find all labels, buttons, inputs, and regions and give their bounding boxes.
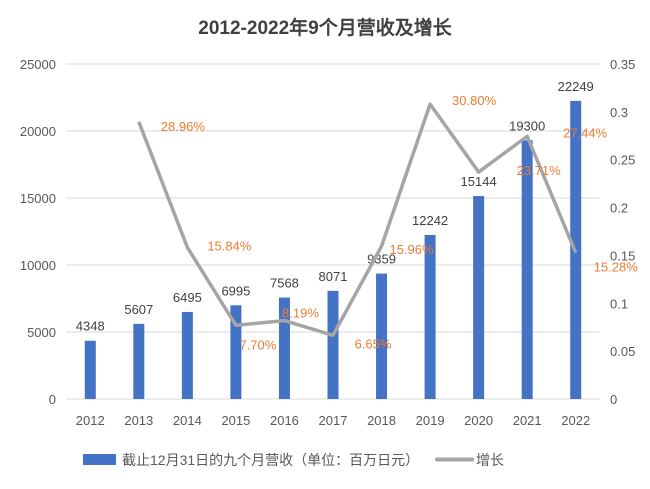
growth-label: 27.44% [563, 125, 608, 140]
right-tick-label: 0.1 [610, 296, 628, 311]
right-tick-label: 0 [610, 392, 617, 407]
x-tick-label: 2017 [319, 413, 348, 428]
right-tick-label: 0.25 [610, 153, 635, 168]
right-tick-label: 0.3 [610, 105, 628, 120]
growth-label: 8.19% [282, 306, 319, 321]
bar-value-label: 22249 [558, 79, 594, 94]
bar-value-label: 19300 [509, 118, 545, 133]
growth-label: 30.80% [452, 93, 497, 108]
line-series: 28.96% 15.84% 7.70% 8.19% 6.65% 15.96% 30.80% 2… [139, 93, 638, 352]
bar [133, 324, 144, 399]
x-tick-label: 2022 [561, 413, 590, 428]
chart-title: 2012-2022年9个月营收及增长 [198, 16, 452, 39]
x-tick-label: 2014 [173, 413, 202, 428]
right-tick-label: 0.05 [610, 344, 635, 359]
x-tick-label: 2018 [367, 413, 396, 428]
left-axis: 0 5000 10000 15000 20000 25000 [20, 57, 56, 407]
right-tick-label: 0.35 [610, 57, 635, 72]
bar [85, 341, 96, 399]
left-tick-label: 20000 [20, 124, 56, 139]
bar-value-label: 4348 [76, 319, 105, 334]
bar [182, 312, 193, 399]
legend: 截止12月31日的九个月营收（单位：百万日元） 增长 [83, 452, 504, 468]
right-axis: 00.050.10.150.20.250.30.35 [610, 57, 635, 407]
bar-value-label: 6995 [221, 283, 250, 298]
legend-label-line: 增长 [476, 452, 504, 468]
left-tick-label: 0 [49, 392, 56, 407]
bar-value-label: 6495 [173, 290, 202, 305]
growth-label: 28.96% [161, 119, 206, 134]
x-tick-label: 2012 [76, 413, 105, 428]
bar-value-label: 5607 [124, 302, 153, 317]
bar [425, 235, 436, 399]
bar-value-label: 12242 [412, 213, 448, 228]
x-tick-label: 2013 [124, 413, 153, 428]
growth-label: 6.65% [355, 336, 392, 351]
bar [328, 291, 339, 399]
x-tick-label: 2021 [513, 413, 542, 428]
x-tick-label: 2015 [221, 413, 250, 428]
growth-label: 7.70% [239, 337, 276, 352]
bar-value-label: 15144 [461, 174, 497, 189]
growth-line [139, 104, 576, 335]
left-tick-label: 15000 [20, 191, 56, 206]
bar-value-label: 7568 [270, 276, 299, 291]
bar [473, 196, 484, 399]
x-axis: 2012 2013 2014 2015 2016 2017 2018 2019 2020 2021… [76, 413, 590, 428]
x-tick-label: 2019 [416, 413, 445, 428]
bar [522, 140, 533, 399]
left-tick-label: 25000 [20, 57, 56, 72]
legend-swatch-bar [83, 454, 116, 465]
right-tick-label: 0.2 [610, 201, 628, 216]
left-tick-label: 5000 [27, 325, 56, 340]
x-tick-label: 2020 [464, 413, 493, 428]
growth-label: 15.28% [594, 260, 639, 275]
growth-label: 15.96% [389, 242, 434, 257]
growth-label: 15.84% [207, 238, 252, 253]
left-tick-label: 10000 [20, 258, 56, 273]
legend-label-bar: 截止12月31日的九个月营收（单位：百万日元） [122, 452, 419, 468]
x-tick-label: 2016 [270, 413, 299, 428]
bar-value-label: 8071 [319, 269, 348, 284]
growth-label: 23.71% [517, 163, 562, 178]
